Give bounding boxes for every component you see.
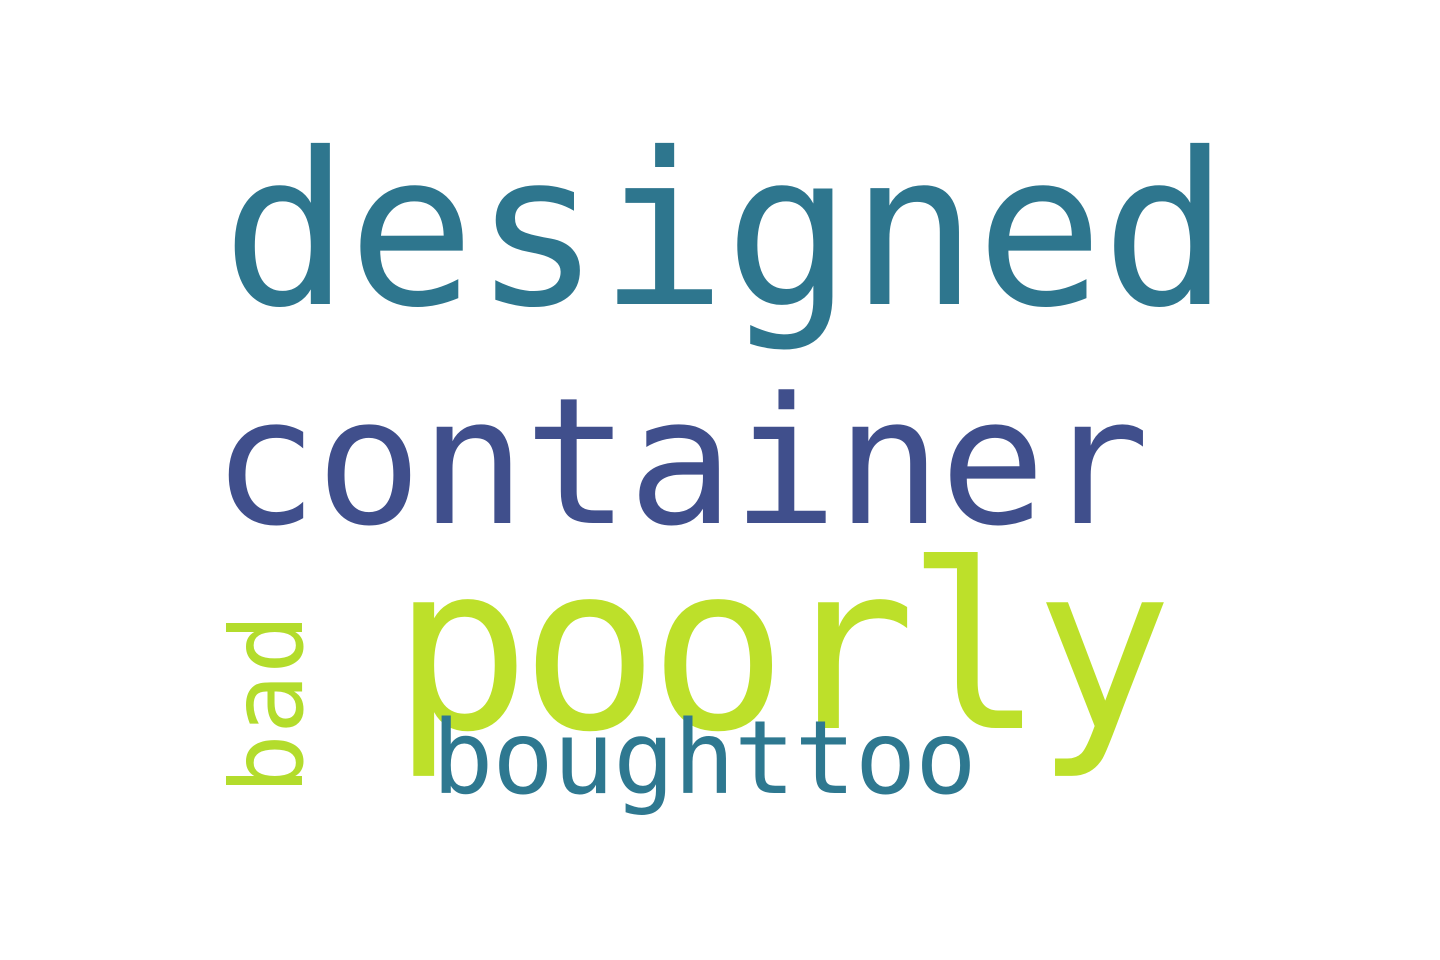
word-bad: bad — [209, 613, 326, 795]
word-designed: designed — [222, 107, 1229, 354]
word-poorly: poorly — [392, 516, 1173, 783]
word-boughttoo: boughttoo — [432, 699, 977, 818]
word-container: container — [212, 360, 1150, 565]
